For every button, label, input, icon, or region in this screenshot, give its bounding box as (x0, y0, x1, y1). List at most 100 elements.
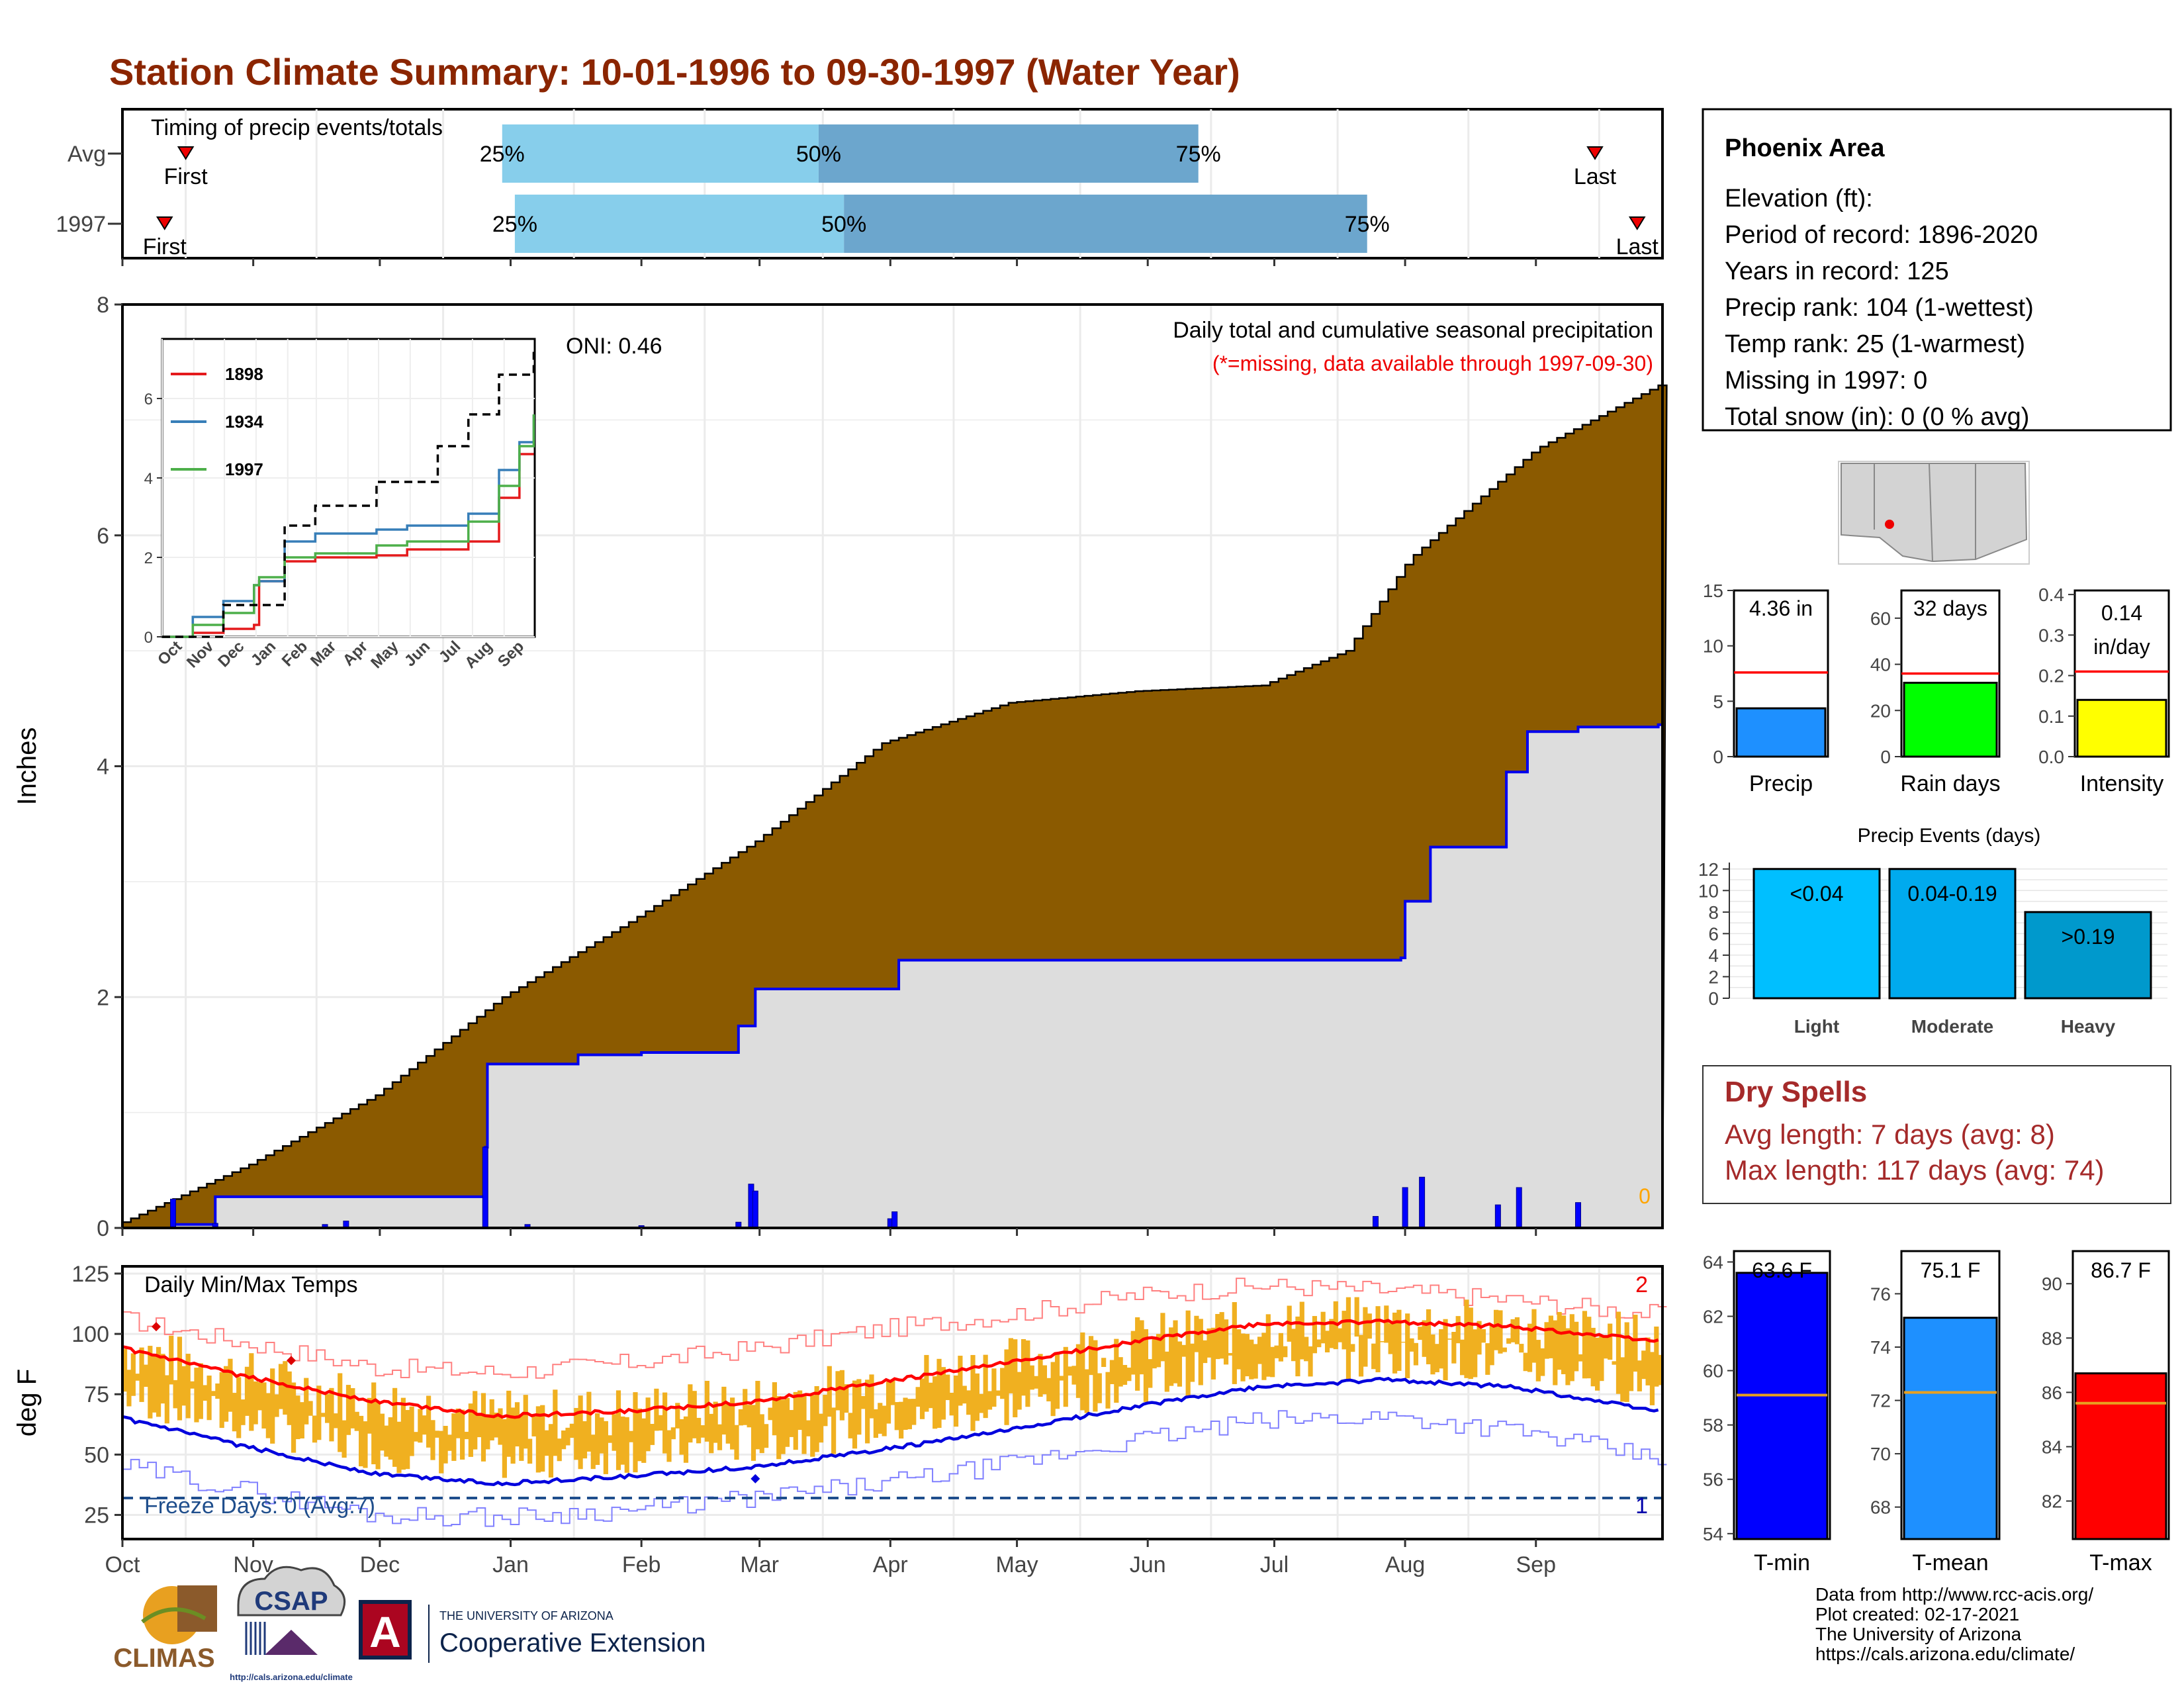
events-ytick-label: 2 (1708, 966, 1719, 987)
temps-daily-bar (224, 1366, 229, 1422)
temps-daily-bar (210, 1391, 216, 1396)
temps-daily-bar (1439, 1329, 1444, 1369)
climas-logo-swoosh (141, 1607, 206, 1624)
timing-pct-label: 75% (1176, 142, 1221, 167)
temps-daily-bar (1388, 1323, 1393, 1354)
temps-daily-bar (1244, 1334, 1250, 1377)
events-range-label: >0.19 (2062, 925, 2115, 949)
timing-first-label: First (143, 234, 187, 259)
temps-daily-bar (730, 1397, 735, 1450)
events-bar-Heavy (2024, 911, 2152, 1000)
temps-daily-bar (1109, 1360, 1115, 1384)
temps-daily-bar (1320, 1311, 1326, 1344)
temps-daily-bar (396, 1421, 402, 1474)
temps-daily-bar (1265, 1314, 1271, 1377)
temps-daily-bar (240, 1399, 246, 1425)
temp-ytick-label: 58 (1703, 1415, 1723, 1436)
summary-ytick-label: 0.0 (2038, 747, 2064, 767)
temps-daily-bar (325, 1394, 330, 1423)
temps-daily-bar (283, 1361, 288, 1415)
temps-daily-bar (856, 1379, 862, 1435)
temps-daily-bar (1143, 1329, 1149, 1402)
temps-daily-bar (958, 1356, 963, 1406)
temps-daily-bar (1480, 1329, 1486, 1343)
temps-daily-bar (1299, 1301, 1304, 1360)
temps-daily-bar (219, 1372, 224, 1429)
temps-daily-bar (1615, 1311, 1621, 1394)
temps-daily-bar (1063, 1346, 1068, 1407)
temps-daily-bar (194, 1368, 199, 1423)
timing-last-marker (1586, 146, 1604, 160)
temps-daily-bar (1308, 1346, 1313, 1377)
temps-daily-bar (485, 1414, 490, 1450)
temps-daily-bar (228, 1358, 233, 1412)
temps-daily-bar (379, 1413, 385, 1451)
temps-daily-bar (624, 1417, 629, 1473)
temps-daily-bar (1565, 1328, 1570, 1385)
temps-record-min (122, 1410, 1667, 1527)
summary-category-label: Intensity (2080, 771, 2164, 796)
temps-daily-bar (455, 1408, 461, 1438)
temps-daily-bar (915, 1387, 921, 1407)
temps-daily-bar (1008, 1338, 1013, 1393)
temps-ytick-label: 100 (71, 1322, 109, 1347)
temps-daily-bar (1283, 1346, 1288, 1358)
temp-ytick-label: 70 (1870, 1444, 1891, 1464)
temps-daily-bar (713, 1401, 718, 1443)
temps-daily-bar (586, 1391, 592, 1452)
temps-daily-bar (392, 1387, 398, 1467)
timing-bar-high (844, 195, 1367, 253)
temps-daily-bar (1384, 1305, 1389, 1343)
temps-daily-bar (1371, 1343, 1377, 1370)
temps-daily-bar (130, 1353, 136, 1396)
temps-daily-bar (1189, 1343, 1195, 1382)
events-ytick-label: 10 (1698, 880, 1719, 901)
temps-daily-bar (557, 1438, 562, 1462)
temps-daily-bar (1633, 1315, 1638, 1372)
inset-ytick-label: 2 (144, 549, 153, 567)
timing-last-label: Last (1574, 164, 1617, 189)
temps-daily-bar (1223, 1319, 1229, 1365)
temps-daily-bar (1624, 1322, 1629, 1402)
temps-daily-bar (1071, 1366, 1077, 1385)
temps-daily-bar (848, 1413, 853, 1438)
temps-daily-bar (860, 1396, 866, 1409)
footer-credits: Data from http://www.rcc-acis.org/Plot c… (1815, 1584, 2093, 1664)
temps-daily-bar (148, 1346, 153, 1419)
temps-daily-bar (1527, 1323, 1533, 1372)
temps-daily-bar (882, 1405, 887, 1436)
timing-bar-low (514, 195, 844, 253)
temps-daily-bar (1426, 1309, 1432, 1364)
temps-daily-bar (764, 1424, 769, 1448)
precip-missing-count: 0 (1639, 1184, 1651, 1208)
temps-daily-bar (1253, 1344, 1258, 1379)
temps-daily-bar (1658, 1354, 1663, 1385)
temps-daily-bar (789, 1410, 794, 1437)
temp-bar-T-min (1735, 1272, 1829, 1540)
temps-daily-bar (1498, 1310, 1503, 1354)
temp-value-label: 63.6 F (1752, 1258, 1812, 1282)
temps-daily-bar (236, 1377, 242, 1438)
temps-daily-bar (1649, 1352, 1655, 1405)
temps-daily-bar (519, 1415, 524, 1461)
temps-daily-bar (1594, 1337, 1600, 1391)
temps-daily-bar (320, 1413, 326, 1417)
location-map (1838, 461, 2030, 565)
temps-daily-bar (215, 1383, 220, 1399)
temp-bar-T-max (2074, 1372, 2167, 1540)
temps-daily-bar (244, 1366, 250, 1416)
temps-daily-bar (1139, 1320, 1144, 1375)
temps-daily-bar (784, 1397, 790, 1447)
temps-daily-bar (772, 1382, 777, 1436)
temps-daily-bar (1249, 1339, 1254, 1380)
temps-daily-bar (692, 1391, 697, 1438)
temps-daily-bar (1502, 1347, 1507, 1352)
temps-daily-bar (139, 1347, 144, 1402)
temps-daily-bar (249, 1353, 254, 1431)
temps-daily-bar (1097, 1373, 1102, 1403)
temps-daily-bar (1473, 1329, 1478, 1378)
summary-bars: 0 5 10 15 4.36 in Precip 0 20 40 60 32 days Rain da… (1703, 581, 2170, 796)
timing-bar-high (818, 124, 1199, 183)
temps-daily-bar (1540, 1348, 1545, 1376)
temps-daily-bar (869, 1374, 874, 1419)
